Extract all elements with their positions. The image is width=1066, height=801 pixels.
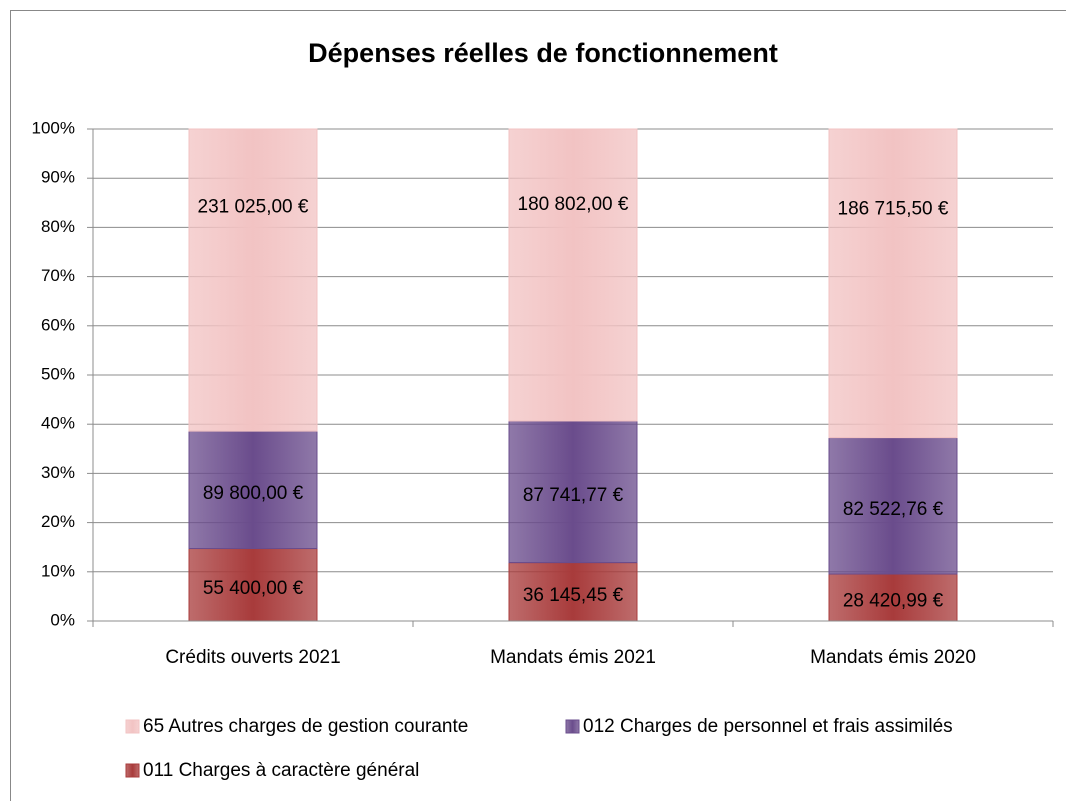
data-label: 231 025,00 € — [198, 197, 309, 218]
data-label: 180 802,00 € — [518, 194, 629, 215]
legend-label: 65 Autres charges de gestion courante — [143, 716, 468, 737]
data-label: 89 800,00 € — [203, 483, 304, 504]
legend-swatch — [125, 763, 140, 778]
data-label: 28 420,99 € — [843, 591, 944, 612]
y-tick-label: 60% — [41, 315, 75, 334]
bar-segment — [828, 573, 958, 622]
x-tick-label: Mandats émis 2021 — [490, 647, 656, 668]
data-label: 186 715,50 € — [838, 198, 949, 219]
bar-segment — [508, 420, 638, 564]
y-tick-label: 100% — [32, 118, 75, 137]
legend-label: 012 Charges de personnel et frais assimi… — [583, 716, 953, 737]
legend-swatch — [565, 719, 580, 734]
y-tick-label: 90% — [41, 168, 75, 187]
y-tick-label: 30% — [41, 463, 75, 482]
x-tick-label: Crédits ouverts 2021 — [165, 647, 340, 668]
y-tick-label: 0% — [50, 610, 75, 629]
y-tick-label: 10% — [41, 561, 75, 580]
legend-label: 011 Charges à caractère général — [143, 760, 419, 781]
x-tick-label: Mandats émis 2020 — [810, 647, 976, 668]
bar-segment — [508, 562, 638, 622]
data-label: 36 145,45 € — [523, 585, 624, 606]
bar-segment — [188, 128, 318, 432]
bar-segment — [828, 128, 958, 439]
data-label: 55 400,00 € — [203, 578, 304, 599]
y-tick-label: 50% — [41, 364, 75, 383]
data-label: 87 741,77 € — [523, 485, 624, 506]
y-tick-label: 80% — [41, 217, 75, 236]
bar-segment — [508, 128, 638, 422]
y-tick-label: 70% — [41, 266, 75, 285]
y-tick-label: 20% — [41, 512, 75, 531]
data-label: 82 522,76 € — [843, 499, 944, 520]
legend-swatch — [125, 719, 140, 734]
chart-title: Dépenses réelles de fonctionnement — [308, 38, 778, 68]
bar-segment — [188, 548, 318, 622]
y-tick-label: 40% — [41, 414, 75, 433]
